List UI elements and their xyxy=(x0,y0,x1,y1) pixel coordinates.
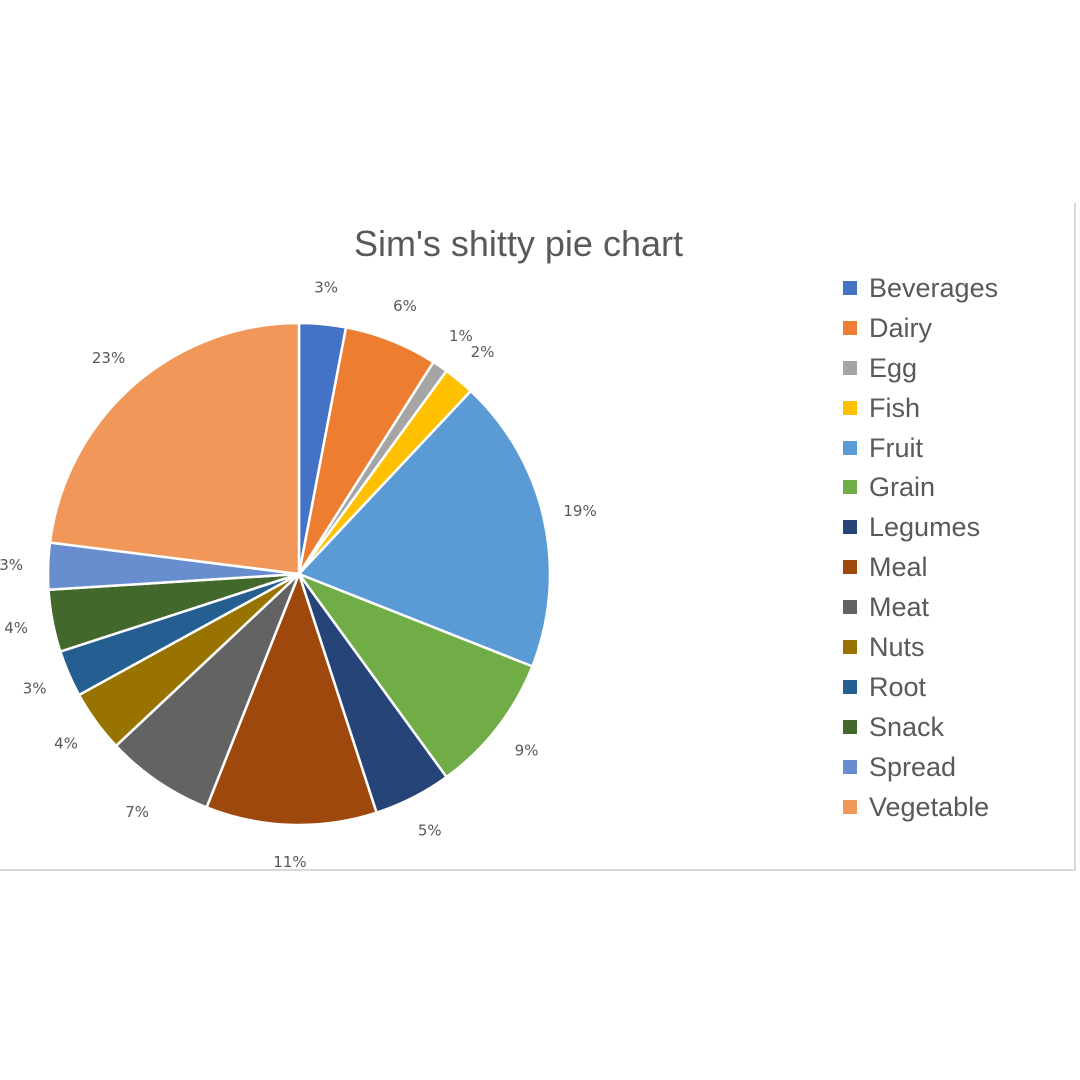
legend-item-fish: Fish xyxy=(843,388,998,428)
pie-slice-grain xyxy=(295,571,534,779)
data-label-meat: 7% xyxy=(125,803,149,821)
legend-item-spread: Spread xyxy=(843,747,998,787)
legend-label: Root xyxy=(869,671,927,702)
legend-label: Snack xyxy=(869,711,945,742)
legend-swatch xyxy=(843,360,857,375)
legend-item-fruit: Fruit xyxy=(843,428,998,468)
legend-item-legumes: Legumes xyxy=(843,507,998,547)
legend-item-meal: Meal xyxy=(843,547,998,587)
legend-swatch xyxy=(843,520,857,535)
legend-swatch xyxy=(843,719,857,734)
legend-label: Nuts xyxy=(869,631,925,662)
data-label-meal: 11% xyxy=(273,853,306,871)
legend-item-egg: Egg xyxy=(843,348,998,388)
data-label-egg: 1% xyxy=(449,327,473,345)
legend-label: Meat xyxy=(869,592,930,623)
legend-swatch xyxy=(843,639,857,654)
legend-swatch xyxy=(843,400,857,415)
chart-title: Sim's shitty pie chart xyxy=(354,223,683,264)
data-label-grain: 9% xyxy=(515,742,539,760)
data-label-beverages: 3% xyxy=(314,278,338,296)
legend-label: Egg xyxy=(869,352,918,383)
legend-swatch xyxy=(843,600,857,615)
legend-label: Spread xyxy=(869,751,957,782)
legend-item-meat: Meat xyxy=(843,587,998,627)
legend-swatch xyxy=(843,280,857,295)
legend-swatch xyxy=(843,560,857,575)
legend-swatch xyxy=(843,679,857,694)
legend-swatch xyxy=(843,440,857,455)
legend-label: Fruit xyxy=(869,432,923,463)
legend-swatch xyxy=(843,759,857,774)
pie-slice-meat xyxy=(114,573,301,809)
data-label-root: 3% xyxy=(23,679,47,697)
legend-label: Beverages xyxy=(869,272,999,303)
data-label-fish: 2% xyxy=(471,343,495,361)
legend-item-grain: Grain xyxy=(843,467,998,507)
legend-item-nuts: Nuts xyxy=(843,627,998,667)
legend-label: Meal xyxy=(869,552,928,583)
pie-slice-meal xyxy=(204,570,379,827)
legend-swatch xyxy=(843,320,857,335)
pie-slice-vegetable xyxy=(48,321,301,576)
legend-item-beverages: Beverages xyxy=(843,268,998,308)
legend-swatch xyxy=(843,799,857,814)
legend-item-snack: Snack xyxy=(843,707,998,747)
pie-slices xyxy=(46,321,552,827)
legend-swatch xyxy=(843,480,857,495)
data-label-spread: 3% xyxy=(0,556,23,574)
data-label-fruit: 19% xyxy=(563,502,596,520)
data-label-vegetable: 23% xyxy=(92,349,125,367)
legend-label: Grain xyxy=(869,472,936,503)
data-label-nuts: 4% xyxy=(54,734,78,752)
legend-item-root: Root xyxy=(843,667,998,707)
legend-item-dairy: Dairy xyxy=(843,308,998,348)
chart-legend: Beverages Dairy Egg Fish Fruit Grain Legumes Me… xyxy=(843,268,998,826)
data-label-legumes: 5% xyxy=(418,822,442,840)
legend-label: Dairy xyxy=(869,312,933,343)
legend-label: Vegetable xyxy=(869,791,990,822)
legend-label: Legumes xyxy=(869,512,981,543)
data-label-dairy: 6% xyxy=(393,297,417,315)
legend-label: Fish xyxy=(869,392,921,423)
legend-item-vegetable: Vegetable xyxy=(843,787,998,827)
data-label-snack: 4% xyxy=(4,619,28,637)
pie-data-labels: 3% 6% 1%2% 19% 9% 5% 11% 7% 4% 3% 4% 3% 23% xyxy=(0,278,597,871)
